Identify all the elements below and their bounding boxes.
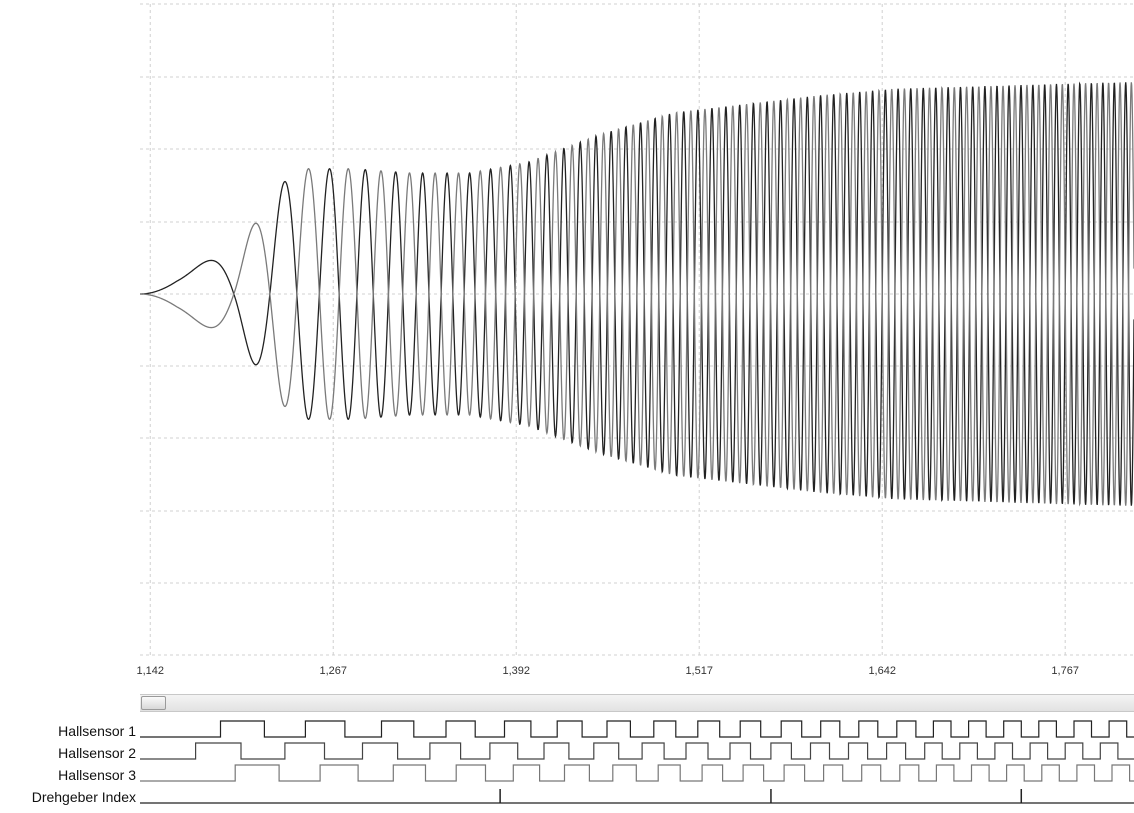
x-tick-label: 1,267 bbox=[319, 665, 347, 677]
x-tick-label: 1,142 bbox=[136, 665, 164, 677]
x-tick-label: 1,392 bbox=[502, 665, 530, 677]
digital-trace-2 bbox=[140, 764, 1134, 782]
digital-trace-0 bbox=[140, 720, 1134, 738]
analog-traces bbox=[140, 81, 1134, 507]
digital-channels: Hallsensor 1 Hallsensor 2 Hallsensor 3 D… bbox=[32, 720, 1134, 805]
series-line-phase-b bbox=[140, 82, 1134, 507]
x-tick-label: 1,517 bbox=[685, 665, 713, 677]
channel-label-drehgeber-index: Drehgeber Index bbox=[32, 789, 136, 805]
x-tick-label: 1,767 bbox=[1051, 665, 1079, 677]
channel-label-hallsensor-2: Hallsensor 2 bbox=[58, 745, 136, 761]
scrollbar-thumb[interactable] bbox=[141, 696, 166, 710]
x-tick-label: 1,642 bbox=[868, 665, 896, 677]
digital-trace-1 bbox=[140, 742, 1134, 760]
x-axis-tick-labels: 1,142 1,267 1,392 1,517 1,642 1,767 bbox=[136, 665, 1078, 677]
horizontal-scrollbar[interactable] bbox=[140, 694, 1134, 712]
channel-label-hallsensor-3: Hallsensor 3 bbox=[58, 767, 136, 783]
channel-label-hallsensor-1: Hallsensor 1 bbox=[58, 723, 136, 739]
